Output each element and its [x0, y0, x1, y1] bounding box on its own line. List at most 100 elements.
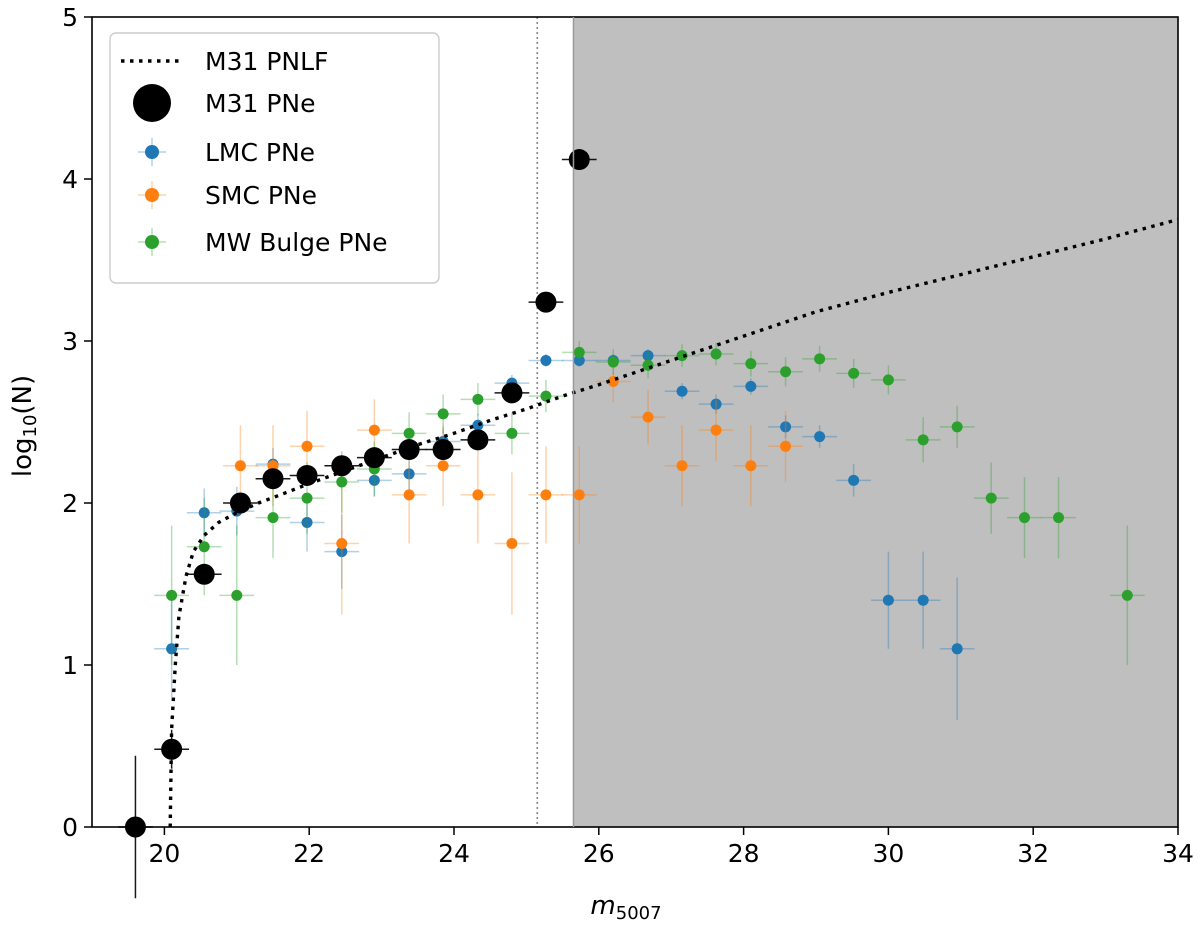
lmc-point — [198, 507, 210, 519]
y-tick-label: 0 — [62, 813, 78, 842]
y-axis-label: log10(N) — [8, 375, 41, 477]
x-axis-ticks: 20 22 24 26 28 30 32 34 — [148, 827, 1194, 868]
smc-point — [642, 411, 654, 423]
legend-pnlf-label: M31 PNLF — [205, 47, 328, 76]
x-tick-label: 30 — [872, 839, 904, 868]
m31-point — [161, 738, 183, 760]
mw-point — [267, 512, 279, 524]
legend-smc-label: SMC PNe — [205, 181, 317, 210]
m31-point — [193, 563, 215, 585]
lmc-point — [814, 431, 826, 443]
x-tick-label: 32 — [1017, 839, 1049, 868]
x-tick-label: 22 — [293, 839, 325, 868]
mw-point — [1121, 589, 1133, 601]
mw-point — [231, 589, 243, 601]
mw-point — [676, 350, 688, 362]
lmc-point — [540, 354, 552, 366]
x-axis-label: m5007 — [590, 891, 661, 924]
lmc-point — [780, 421, 792, 433]
mw-point — [951, 421, 963, 433]
mw-point — [336, 476, 348, 488]
mw-point — [882, 374, 894, 386]
smc-point — [506, 538, 518, 549]
smc-point — [437, 460, 449, 472]
legend-box — [109, 32, 440, 284]
m31-point — [229, 492, 251, 514]
legend-lmc-label: LMC PNe — [205, 138, 315, 167]
mw-point — [814, 353, 826, 365]
m31-point — [501, 382, 523, 404]
mw-point — [917, 434, 929, 446]
x-tick-label: 26 — [583, 839, 615, 868]
smc-point — [573, 489, 585, 501]
mw-point — [166, 589, 178, 601]
m31-point — [432, 439, 454, 461]
lmc-point — [642, 350, 654, 362]
mw-point — [301, 492, 313, 504]
incompleteness-shaded-region — [573, 17, 1178, 827]
mw-point — [573, 346, 585, 358]
lmc-point — [917, 594, 929, 606]
mw-point — [198, 541, 210, 553]
lmc-point — [472, 419, 484, 431]
mw-point — [710, 348, 722, 360]
lmc-point — [403, 468, 415, 480]
mw-point — [1053, 512, 1065, 524]
m31-point — [467, 429, 489, 451]
legend-mw-swatch — [145, 235, 159, 249]
lmc-point — [166, 643, 178, 655]
lmc-point — [301, 516, 313, 528]
y-tick-label: 4 — [62, 165, 78, 194]
lmc-point — [710, 398, 722, 410]
mw-point — [540, 390, 552, 402]
y-axis-ticks: 0 1 2 3 4 5 — [62, 3, 92, 842]
m31-point — [398, 439, 420, 461]
lmc-point — [848, 474, 860, 486]
smc-point — [267, 460, 279, 472]
plot-frame — [91, 16, 1179, 828]
legend-smc-swatch — [145, 188, 159, 202]
smc-point — [472, 489, 484, 501]
smc-point — [676, 460, 688, 472]
smc-point — [234, 460, 246, 472]
legend: M31 PNLF M31 PNe LMC PNe SMC PNe MW Bulg… — [109, 32, 440, 284]
legend-mw-label: MW Bulge PNe — [205, 228, 388, 257]
mw-point — [607, 356, 619, 368]
y-tick-label: 1 — [62, 651, 78, 680]
mw-point — [745, 358, 757, 370]
mw-point — [985, 492, 997, 504]
smc-point — [336, 538, 348, 549]
y-tick-label: 3 — [62, 327, 78, 356]
m31-point — [262, 468, 284, 490]
smc-point — [368, 424, 380, 436]
legend-lmc-swatch — [145, 145, 159, 159]
lmc-point — [336, 546, 348, 558]
lmc-point — [951, 643, 963, 655]
m31-point — [331, 455, 353, 477]
mw-bulge-series — [154, 341, 1145, 665]
mw-point — [403, 427, 415, 439]
smc-point — [710, 424, 722, 436]
legend-m31-label: M31 PNe — [205, 89, 316, 118]
m31-point — [296, 464, 318, 486]
lmc-point — [882, 594, 894, 606]
x-tick-label: 20 — [148, 839, 180, 868]
y-tick-label: 2 — [62, 489, 78, 518]
m31-point — [568, 149, 590, 171]
smc-point — [403, 489, 415, 501]
y-tick-label: 5 — [62, 3, 78, 32]
lmc-point — [676, 385, 688, 397]
smc-point — [540, 489, 552, 501]
legend-m31-swatch — [133, 84, 171, 122]
smc-series — [223, 360, 803, 615]
mw-point — [506, 427, 518, 439]
mw-point — [437, 408, 449, 420]
mw-point — [1019, 512, 1031, 524]
mw-point — [472, 393, 484, 405]
smc-point — [301, 440, 313, 452]
mw-point — [780, 366, 792, 378]
lmc-point — [745, 380, 757, 392]
smc-point — [745, 460, 757, 472]
mw-point — [848, 367, 860, 379]
